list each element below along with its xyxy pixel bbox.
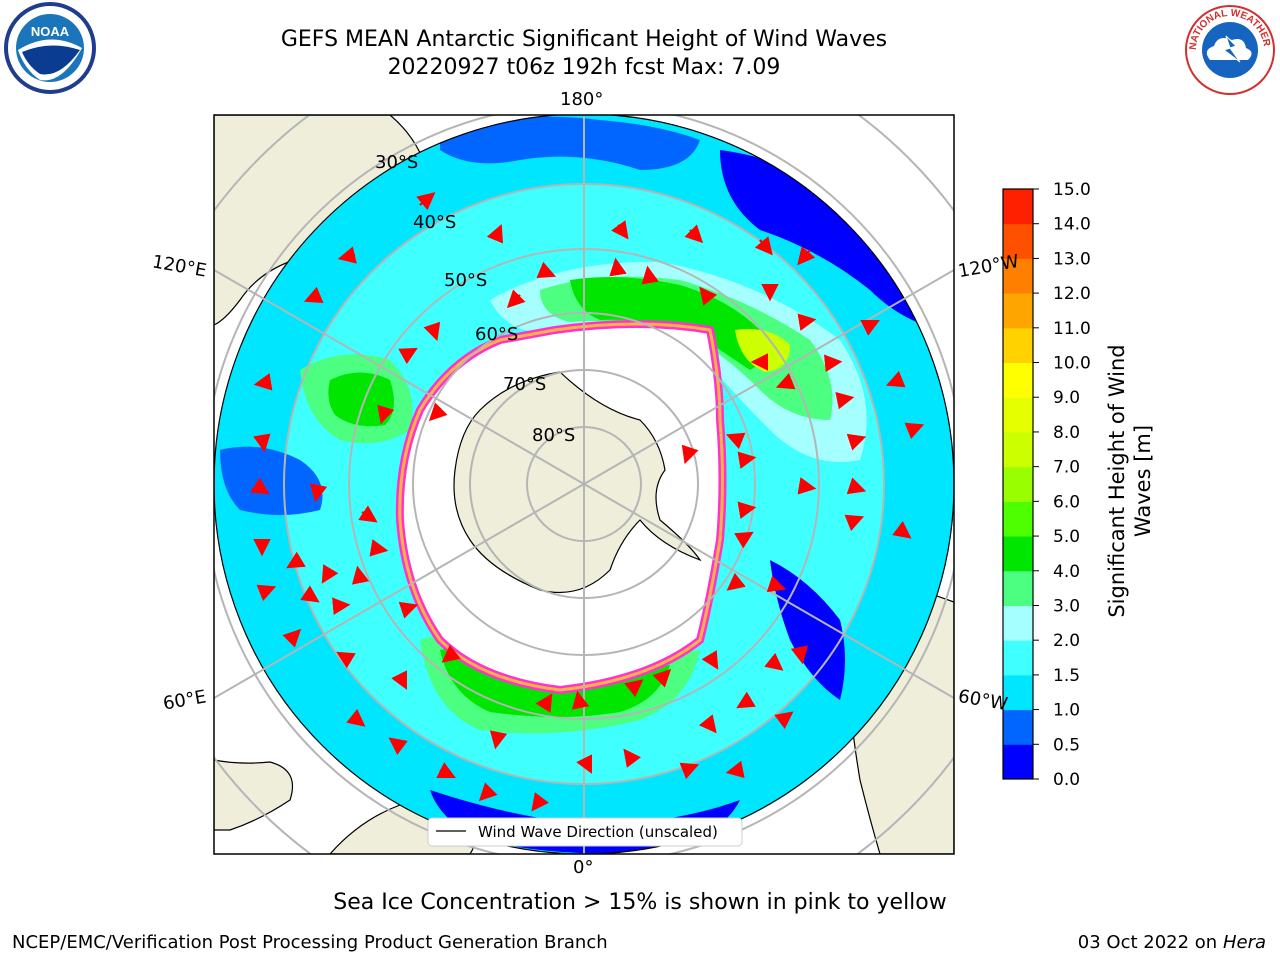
legend-label: Wind Wave Direction (unscaled) bbox=[478, 823, 718, 841]
colorbar-tick-label: 8.0 bbox=[1053, 423, 1080, 443]
footer-date: 03 Oct 2022 on bbox=[1077, 932, 1218, 953]
svg-text:NATIONAL WEATHER SERVICE: NATIONAL WEATHER SERVICE bbox=[0, 0, 1272, 50]
colorbar-tick-label: 0.5 bbox=[1053, 735, 1080, 755]
colorbar-label: Significant Height of Wind Waves [m] bbox=[1105, 344, 1155, 618]
colorbar-tick-label: 6.0 bbox=[1053, 492, 1080, 512]
antarctica bbox=[453, 371, 702, 594]
footer-date-line: 03 Oct 2022 on Hera bbox=[1078, 932, 1266, 953]
parallel-label-80s: 80°S bbox=[532, 425, 576, 446]
map-title: GEFS MEAN Antarctic Significant Height o… bbox=[280, 27, 888, 52]
meridian-label-0: 0° bbox=[573, 857, 594, 878]
map-subtitle: 20220927 t06z 192h fcst Max: 7.09 bbox=[387, 55, 781, 80]
colorbar-band bbox=[1003, 223, 1033, 259]
nws-logo-text: NATIONAL WEATHER SERVICE bbox=[0, 0, 1272, 50]
colorbar-band bbox=[1003, 258, 1033, 294]
colorbar-tick-label: 3.0 bbox=[1053, 596, 1080, 616]
wave-direction-arrows bbox=[250, 192, 925, 812]
parallel-label-40s: 40°S bbox=[413, 212, 457, 233]
colorbar-band bbox=[1003, 293, 1033, 329]
colorbar-band bbox=[1003, 501, 1033, 537]
legend: Wind Wave Direction (unscaled) bbox=[427, 817, 743, 847]
colorbar-tick-label: 2.0 bbox=[1053, 631, 1080, 651]
colorbar-band bbox=[1003, 536, 1033, 572]
footer-machine: Hera bbox=[1222, 932, 1266, 953]
colorbar-tick-label: 15.0 bbox=[1053, 180, 1091, 200]
colorbar-band bbox=[1003, 397, 1033, 433]
parallel-label-50s: 50°S bbox=[444, 270, 488, 291]
parallel-label-30s: 30°S bbox=[375, 152, 419, 173]
colorbar: 0.0 0.5 1.0 1.5 2.0 3.0 4.0 5.0 6.0 7.0 8.0 9.0 10.0… bbox=[1002, 180, 1091, 790]
colorbar-tick-label: 10.0 bbox=[1053, 354, 1091, 374]
nws-logo-icon: NATIONAL WEATHER SERVICE bbox=[0, 0, 1275, 95]
colorbar-tick-label: 1.5 bbox=[1053, 666, 1080, 686]
colorbar-band bbox=[1003, 709, 1033, 745]
colorbar-band bbox=[1003, 605, 1033, 641]
colorbar-band bbox=[1003, 327, 1033, 364]
colorbar-tick-label: 11.0 bbox=[1053, 319, 1091, 339]
sea-ice-note: Sea Ice Concentration > 15% is shown in … bbox=[333, 890, 947, 915]
colorbar-band bbox=[1003, 189, 1033, 225]
colorbar-band bbox=[1003, 674, 1033, 711]
colorbar-band bbox=[1003, 744, 1033, 780]
colorbar-band bbox=[1003, 466, 1033, 502]
parallel-label-70s: 70°S bbox=[503, 374, 547, 395]
colorbar-tick-label: 1.0 bbox=[1053, 701, 1080, 721]
colorbar-band bbox=[1003, 362, 1033, 398]
noaa-logo-text: NOAA bbox=[31, 24, 70, 39]
parallel-label-60s: 60°S bbox=[475, 324, 519, 345]
colorbar-band bbox=[1003, 570, 1033, 606]
colorbar-tick-label: 7.0 bbox=[1053, 458, 1080, 478]
meridian-label-180: 180° bbox=[560, 89, 604, 110]
colorbar-band bbox=[1003, 640, 1033, 676]
colorbar-tick-label: 14.0 bbox=[1053, 215, 1091, 235]
colorbar-tick-label: 4.0 bbox=[1053, 562, 1080, 582]
graticule bbox=[214, 115, 954, 854]
footer-branch: NCEP/EMC/Verification Post Processing Pr… bbox=[12, 932, 608, 953]
colorbar-tick-label: 13.0 bbox=[1053, 249, 1091, 269]
colorbar-tick-label: 12.0 bbox=[1053, 284, 1091, 304]
colorbar-tick-label: 5.0 bbox=[1053, 527, 1080, 547]
colorbar-band bbox=[1003, 431, 1033, 468]
colorbar-tick-label: 0.0 bbox=[1053, 770, 1080, 790]
colorbar-tick-label: 9.0 bbox=[1053, 388, 1080, 408]
noaa-logo-icon: NOAA bbox=[4, 2, 96, 94]
